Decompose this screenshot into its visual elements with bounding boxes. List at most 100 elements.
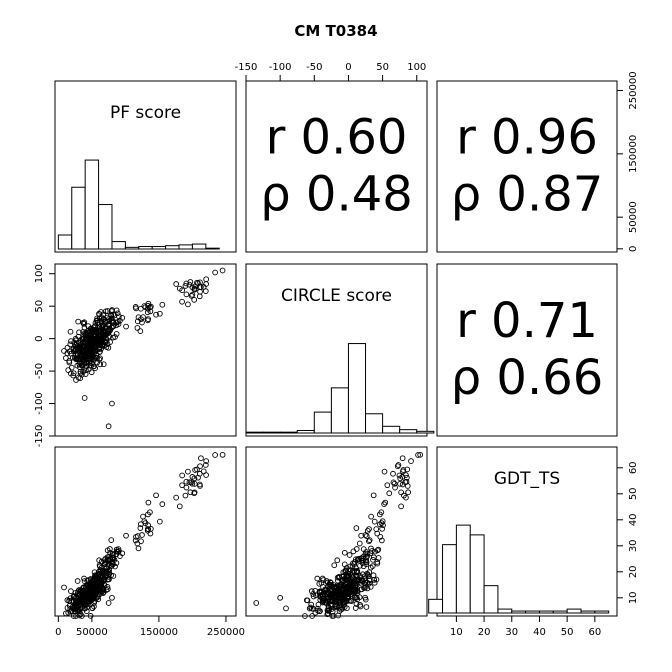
scatter-point: [105, 576, 112, 582]
scatter-point: [408, 458, 414, 464]
scatter-point: [361, 576, 368, 582]
scatter-point: [159, 501, 166, 507]
scatter-point: [253, 600, 260, 606]
scatter-point: [179, 472, 186, 479]
scatter-point: [113, 307, 120, 314]
histogram-bar: [416, 430, 435, 434]
scatter-point: [337, 590, 344, 597]
scatter-point: [99, 342, 106, 348]
scatter-point: [81, 578, 88, 584]
scatter-point: [327, 579, 334, 586]
scatter-point: [138, 521, 144, 528]
scatter-point: [112, 563, 118, 570]
scatter-point: [191, 297, 198, 303]
scatter-point: [71, 594, 78, 600]
scatter-point: [80, 319, 87, 326]
scatter-point: [355, 576, 362, 582]
scatter-point: [183, 478, 190, 485]
scatter-point: [283, 605, 289, 612]
scatter-point: [358, 577, 365, 584]
scatter-point: [137, 328, 144, 334]
scatter-point: [332, 585, 338, 591]
scatter-point: [197, 288, 203, 295]
scatter-point: [188, 479, 195, 486]
scatter-point: [138, 538, 144, 545]
scatter-point: [109, 400, 115, 407]
tick-label: 150000: [628, 135, 639, 173]
tick-label: 250000: [628, 71, 639, 109]
scatter-point: [404, 474, 410, 481]
scatter-point: [94, 586, 101, 592]
tick-label: 100: [407, 62, 426, 73]
scatter-point: [403, 494, 409, 501]
scatter-point: [107, 327, 113, 334]
scatter-point: [324, 611, 331, 618]
scatter-point: [360, 563, 367, 570]
scatter-point: [417, 451, 424, 458]
scatter-point: [106, 316, 112, 322]
tick-label: 250000: [207, 627, 245, 638]
scatter-point: [352, 595, 359, 602]
scatter-point: [317, 597, 324, 603]
scatter-point: [351, 590, 357, 597]
histogram-bar: [124, 246, 140, 250]
scatter-point: [145, 302, 151, 309]
histogram-bar: [455, 524, 471, 614]
scatter-point: [328, 593, 335, 600]
scatter-point: [367, 564, 374, 571]
scatter-point: [196, 481, 203, 488]
scatter-point: [159, 301, 166, 308]
scatter-point: [61, 584, 67, 591]
scatter-point: [277, 594, 284, 601]
scatter-point: [73, 613, 79, 619]
tick-label: 20: [478, 627, 491, 638]
scatter-point: [310, 593, 317, 600]
scatter-point: [91, 600, 97, 606]
scatter-point: [368, 513, 374, 520]
scatter-point: [88, 348, 95, 355]
scatter-point: [76, 329, 82, 336]
scatter-point: [373, 576, 380, 583]
histogram-bar: [399, 429, 418, 434]
scatter-point: [176, 503, 183, 510]
scatter-point: [108, 537, 115, 543]
histogram-bar: [483, 585, 499, 614]
scatter-point: [309, 613, 315, 619]
scatter-point: [326, 581, 333, 588]
histogram-bar: [111, 241, 126, 250]
tick-label: 50000: [76, 627, 108, 638]
scatter-point: [379, 537, 385, 544]
scatter-point: [370, 492, 377, 499]
scatter-point: [86, 594, 93, 601]
scatter-point: [77, 368, 84, 375]
scatter-point: [132, 537, 139, 544]
histogram-bar: [330, 387, 349, 434]
scatter-point: [105, 574, 112, 580]
scatter-point: [324, 591, 331, 597]
scatter-point: [314, 575, 321, 582]
scatter-point: [141, 303, 148, 309]
scatter-point: [115, 321, 122, 327]
scatter-point: [93, 339, 100, 346]
histogram-bar: [566, 608, 582, 614]
scatter-point: [94, 594, 101, 601]
histogram-bar: [138, 246, 153, 250]
scatter-point: [189, 291, 196, 298]
tick-label: 0: [345, 62, 351, 73]
scatter-point: [331, 584, 338, 590]
scatter-point: [145, 499, 152, 506]
panel-frame: [245, 446, 428, 617]
chart-title: CM T0384: [294, 22, 377, 40]
scatter-point: [98, 314, 105, 321]
scatter-point: [186, 479, 193, 486]
scatter-point: [75, 597, 82, 604]
tick-label: -150: [235, 62, 258, 73]
scatter-point: [99, 338, 106, 345]
scatter-point: [365, 581, 372, 587]
scatter-point: [84, 353, 91, 360]
scatter-point: [103, 338, 109, 345]
scatter-point: [173, 281, 180, 287]
scatter-point: [183, 291, 190, 298]
